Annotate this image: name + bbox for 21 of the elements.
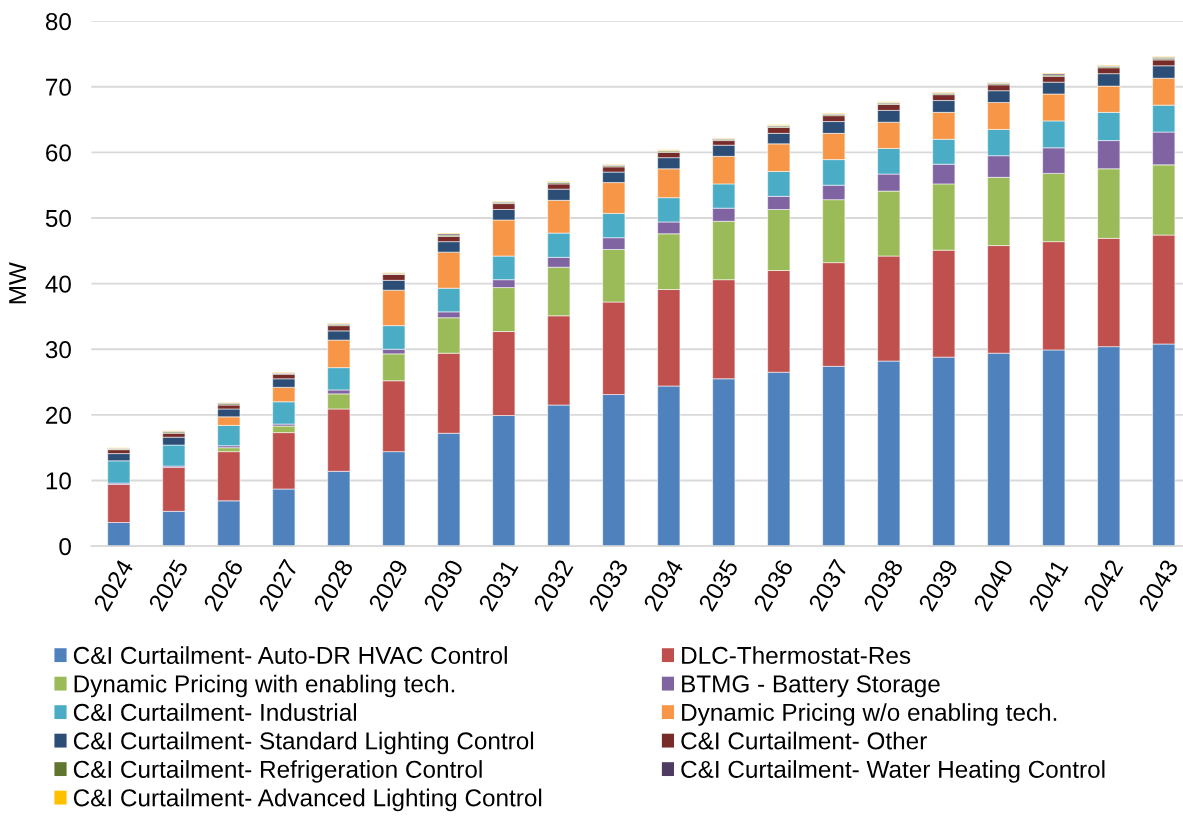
y-tick-label: 40 xyxy=(45,275,71,293)
legend-label: C&I Curtailment- Industrial xyxy=(73,703,357,721)
y-axis-title: MW xyxy=(9,262,26,304)
legend-label: C&I Curtailment- Auto-DR HVAC Control xyxy=(73,646,507,665)
y-tick-label: 80 xyxy=(45,12,71,31)
legend-label: C&I Curtailment- Standard Lighting Control xyxy=(73,731,534,755)
legend-label: C&I Curtailment- Other xyxy=(681,731,927,750)
y-tick-label: 60 xyxy=(46,144,71,162)
legend-label: Dynamic Pricing with enabling tech. xyxy=(74,674,455,698)
legend-label: C&I Curtailment- Refrigeration Control xyxy=(73,760,482,783)
legend-label: DLC-Thermostat-Res xyxy=(682,646,911,665)
legend-label: C&I Curtailment- Water Heating Control xyxy=(681,760,1105,783)
y-tick-label: 20 xyxy=(46,406,71,424)
legend-label: C&I Curtailment- Advanced Lighting Control xyxy=(73,788,542,812)
y-tick-label: 30 xyxy=(45,341,71,359)
y-tick-label: 70 xyxy=(46,78,71,96)
y-tick-label: 0 xyxy=(59,537,71,556)
y-tick-label: 50 xyxy=(45,209,71,228)
legend-label: Dynamic Pricing w/o enabling tech. xyxy=(682,703,1057,726)
y-tick-label: 10 xyxy=(46,472,71,490)
legend-label: BTMG - Battery Storage xyxy=(682,675,940,698)
